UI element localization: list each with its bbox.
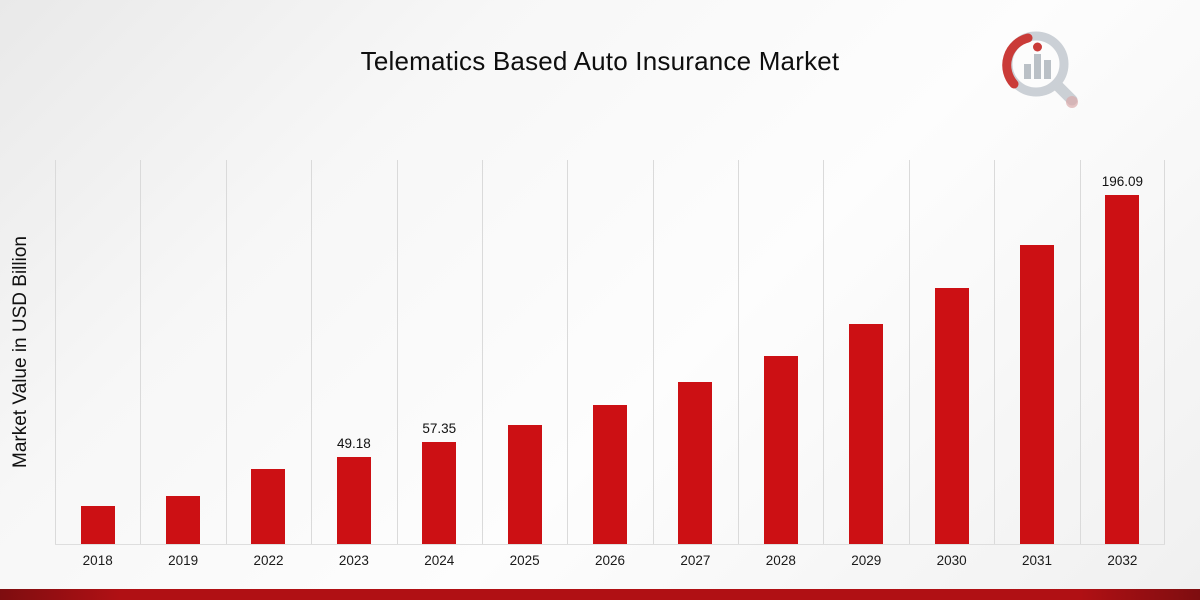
gridline xyxy=(567,160,569,544)
bar-2031 xyxy=(1019,245,1054,544)
bar-cell-2027 xyxy=(653,160,738,544)
x-tick-2031: 2031 xyxy=(1021,553,1053,568)
gridline xyxy=(396,160,398,544)
gridline xyxy=(652,160,654,544)
x-axis: 2018 2019 2022 2023 2024 2025 2026 2027 2028 2029… xyxy=(55,553,1165,568)
gridline xyxy=(140,160,142,544)
bar-cell-2025 xyxy=(482,160,567,544)
x-tick-2032: 2032 xyxy=(1107,553,1138,568)
bar-cell-2018 xyxy=(55,160,140,544)
bar-cell-2030 xyxy=(909,160,994,544)
x-tick-2024: 2024 xyxy=(424,553,455,568)
bar-2032 xyxy=(1105,195,1140,544)
gridline xyxy=(55,160,56,544)
bar-cell-2024: 57.35 xyxy=(397,160,482,544)
bar-2028 xyxy=(763,355,798,544)
x-tick-2028: 2028 xyxy=(765,553,796,568)
bar-2027 xyxy=(678,382,713,544)
x-tick-2022: 2022 xyxy=(253,553,284,568)
x-tick-2029: 2029 xyxy=(851,553,882,568)
gridline xyxy=(311,160,313,544)
x-tick-2025: 2025 xyxy=(509,553,540,568)
gridline xyxy=(738,160,740,544)
gridline xyxy=(994,160,996,544)
bar-cell-2022 xyxy=(226,160,311,544)
bar-2024 xyxy=(422,442,457,544)
x-tick-2027: 2027 xyxy=(680,553,711,568)
gridline xyxy=(481,160,483,544)
gridline xyxy=(1079,160,1081,544)
bar-value-label-2032: 196.09 xyxy=(1101,174,1144,190)
x-tick-2026: 2026 xyxy=(595,553,626,568)
gridline xyxy=(908,160,910,544)
gridline xyxy=(225,160,227,544)
y-axis-label: Market Value in USD Billion xyxy=(10,236,31,468)
bar-cell-2019 xyxy=(140,160,225,544)
bar-value-label-2023: 49.18 xyxy=(336,435,371,451)
x-tick-2030: 2030 xyxy=(936,553,967,568)
bar-2023 xyxy=(336,456,371,544)
footer-accent-bar xyxy=(0,589,1200,600)
x-tick-2019: 2019 xyxy=(168,553,199,568)
chart-title: Telematics Based Auto Insurance Market xyxy=(360,46,840,76)
bar-chart-magnifier-logo-icon xyxy=(992,26,1090,114)
bar-2030 xyxy=(934,287,969,544)
gridline xyxy=(823,160,825,544)
x-tick-2018: 2018 xyxy=(82,553,113,568)
bar-cell-2031 xyxy=(994,160,1079,544)
bar-2029 xyxy=(849,324,884,544)
bar-series: 49.18 57.35 196.09 xyxy=(55,160,1165,544)
plot-area: 49.18 57.35 196.09 xyxy=(55,160,1165,545)
bar-cell-2026 xyxy=(567,160,652,544)
bar-cell-2032: 196.09 xyxy=(1080,160,1165,544)
bar-2018 xyxy=(80,505,115,544)
gridline xyxy=(1164,160,1165,544)
bar-cell-2023: 49.18 xyxy=(311,160,396,544)
bar-2026 xyxy=(593,405,628,544)
x-tick-2023: 2023 xyxy=(338,553,369,568)
bar-2025 xyxy=(507,425,542,544)
bar-2019 xyxy=(166,496,201,544)
bar-cell-2029 xyxy=(824,160,909,544)
bar-value-label-2024: 57.35 xyxy=(422,421,457,437)
bar-2022 xyxy=(251,468,286,544)
bar-cell-2028 xyxy=(738,160,823,544)
